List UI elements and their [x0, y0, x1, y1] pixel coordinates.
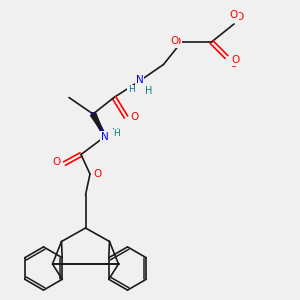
Polygon shape [90, 112, 105, 136]
Text: O: O [94, 169, 102, 179]
Text: H: H [145, 86, 152, 97]
Text: O: O [53, 157, 61, 167]
Text: O: O [236, 13, 244, 22]
Text: O: O [230, 58, 238, 68]
Text: O: O [93, 170, 101, 181]
Text: H: H [114, 129, 120, 138]
Text: O: O [230, 10, 238, 20]
Text: N: N [101, 131, 109, 142]
Text: N: N [136, 76, 143, 86]
Text: O: O [173, 37, 181, 47]
Text: N: N [136, 75, 143, 85]
Text: O: O [231, 55, 239, 65]
Text: O: O [130, 113, 138, 124]
Text: N: N [101, 131, 109, 142]
Text: O: O [130, 112, 139, 122]
Text: H: H [112, 128, 119, 139]
Text: H: H [128, 85, 134, 94]
Text: O: O [170, 35, 178, 46]
Text: O: O [53, 158, 62, 169]
